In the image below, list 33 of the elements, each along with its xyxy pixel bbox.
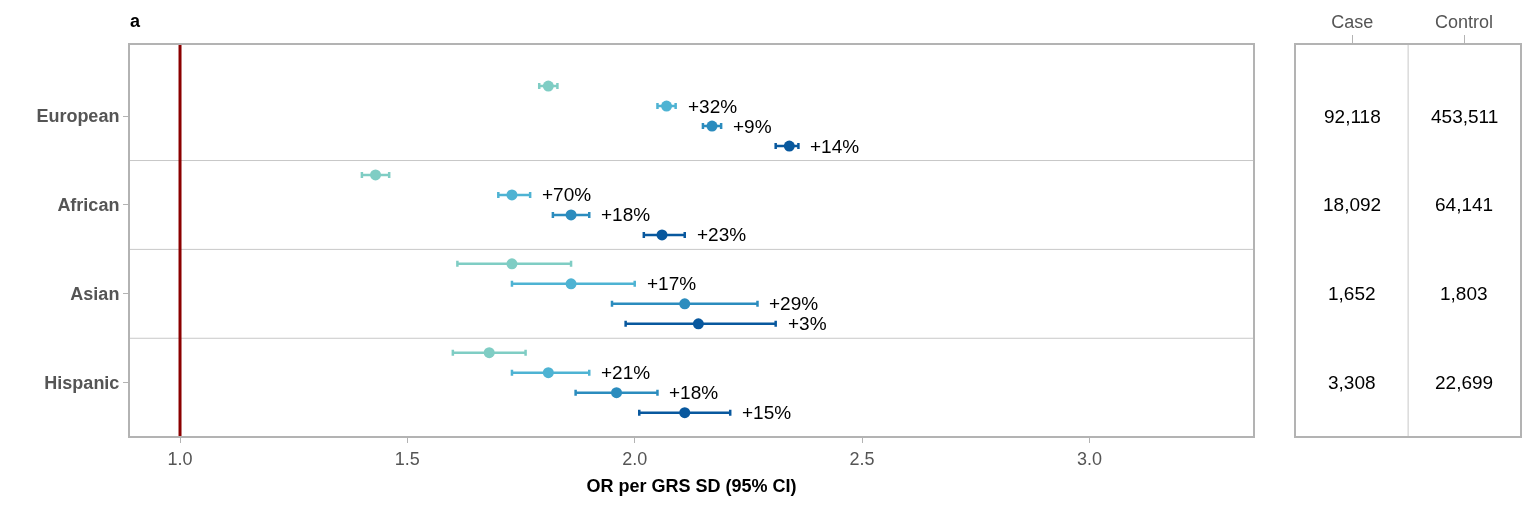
annotation: +18%	[669, 382, 719, 403]
annotation: +15%	[742, 402, 792, 423]
text: 18,092	[1323, 194, 1382, 215]
category-label: Control	[1435, 11, 1494, 32]
text: 1,803	[1440, 283, 1488, 304]
annotation: +29%	[769, 293, 819, 314]
annotation: +21%	[601, 362, 651, 383]
category-label: Case	[1331, 11, 1374, 32]
text: 453,511	[1431, 106, 1499, 127]
text: 64,141	[1435, 194, 1494, 215]
x-tick-label: 1.0	[167, 448, 193, 469]
annotation: +3%	[788, 313, 827, 334]
y-tick-label: Hispanic	[44, 372, 120, 393]
annotation: +18%	[601, 204, 651, 225]
x-tick-label: 2.0	[622, 448, 648, 469]
text: 1,652	[1328, 283, 1376, 304]
annotation: +70%	[542, 184, 592, 205]
x-axis-title: OR per GRS SD (95% CI)	[586, 476, 797, 497]
y-tick-label: African	[57, 195, 120, 216]
annotation: +17%	[647, 273, 697, 294]
text: 92,118	[1324, 106, 1381, 127]
annotation: +23%	[697, 224, 747, 245]
text: 3,308	[1328, 372, 1376, 393]
x-tick-label: 3.0	[1076, 448, 1102, 469]
chart-title: a	[130, 11, 141, 31]
annotation: +32%	[688, 96, 738, 117]
y-tick-label: Asian	[70, 284, 120, 305]
annotation: +9%	[733, 116, 772, 137]
y-tick-label: European	[36, 106, 120, 127]
x-tick-label: 1.5	[394, 448, 420, 469]
x-tick-label: 2.5	[849, 448, 875, 469]
annotation: +14%	[810, 136, 860, 157]
text: 22,699	[1435, 372, 1494, 393]
